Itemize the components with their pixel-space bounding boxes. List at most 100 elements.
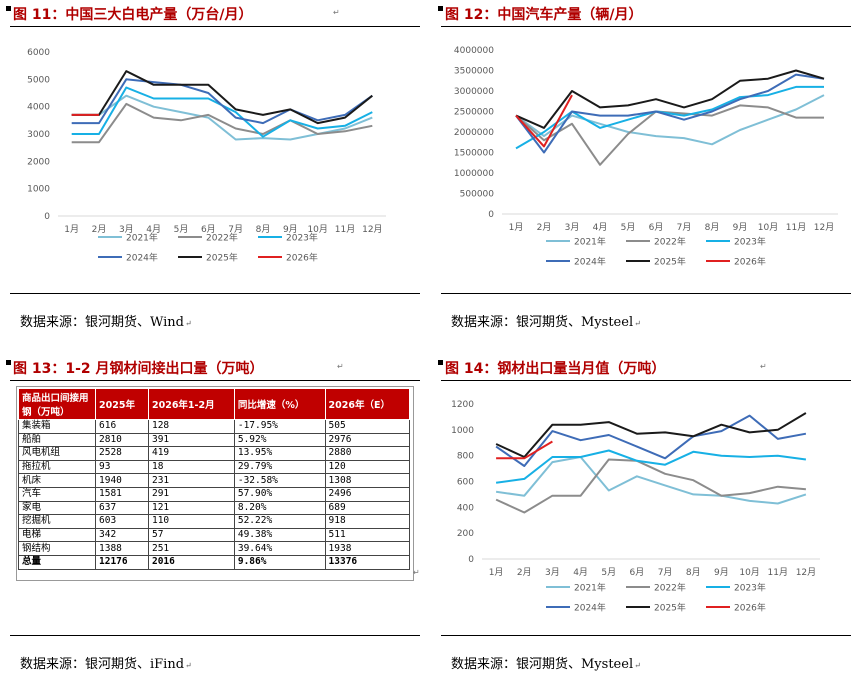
table-cell: 5.92% [233,432,326,448]
header-cell: 同比增速（%） [233,388,326,420]
x-tick-label: 9月 [283,224,298,235]
table-cell: 93 [95,459,149,475]
paragraph-mark-icon: ↵ [337,362,344,371]
table-cell: 电梯 [18,527,96,543]
table-cell: 风电机组 [18,446,96,461]
y-tick-label: 0 [44,212,50,222]
bullet-square-icon [438,360,443,365]
chart12-svg: 4000000 3500000 3000000 2500000 2000000 15000… [454,46,838,268]
table-cell: 13.95% [233,446,326,461]
table-cell: 拖拉机 [18,459,96,475]
x-tick-label: 7月 [658,567,673,578]
x-tick-label: 5月 [174,224,189,235]
series-line-2025年 [515,69,825,129]
title-rule [10,380,420,381]
series-line-2022年 [495,458,806,514]
title-rule [10,26,420,27]
chart11-svg: 6000 5000 4000 3000 2000 1000 0 1月 2月 3月 4月 5月 6月 7月 8… [27,48,386,264]
table-cell: 汽车 [18,486,96,502]
paragraph-mark-icon: ↵ [413,568,420,577]
x-tick-label: 12月 [362,224,382,235]
table-cell: 2880 [324,446,411,461]
table-total-row: 总量 12176 2016 9.86% 13376 [18,554,411,570]
x-tick-label: 5月 [601,567,616,578]
table-row: 风电机组 2528 419 13.95% 2880 [18,446,411,461]
table-row: 集装箱 616 128 -17.95% 505 [18,419,411,434]
x-tick-label: 7月 [228,224,243,235]
legend-label: 2025年 [654,256,686,268]
table-cell: 52.22% [233,514,326,529]
title-rule [441,380,851,381]
table-row: 机床 1940 231 -32.58% 1308 [18,473,411,488]
title-rule [441,26,851,27]
table-cell: 9.86% [233,554,326,570]
y-tick-label: 600 [457,478,474,488]
x-tick-label: 3月 [545,567,560,578]
table-cell: 49.38% [233,527,326,543]
table-cell: 1308 [324,473,411,488]
chart12-title: 图 12：中国汽车产量（辆/月） [438,4,642,24]
series-line-2022年 [71,102,373,144]
x-tick-label: 8月 [256,224,271,235]
header-cell: 2025年 [95,388,149,420]
table-cell: 机床 [18,473,96,488]
header-cell: 商品出口间接用钢（万吨） [18,388,96,420]
x-tick-label: 11月 [768,567,788,578]
x-tick-label: 12月 [796,567,816,578]
series-line-2024年 [515,73,825,154]
table-cell: 2528 [95,446,149,461]
y-tick-label: 1000 [451,426,474,436]
y-tick-label: 5000 [27,75,50,85]
table-cell: 1940 [95,473,149,488]
table-cell: 637 [95,500,149,516]
y-tick-label: 2500000 [454,108,494,118]
y-tick-label: 0 [468,555,474,565]
x-tick-label: 9月 [714,567,729,578]
x-tick-label: 3月 [119,224,134,235]
x-tick-label: 11月 [786,222,806,233]
x-tick-label: 2月 [517,567,532,578]
header-cell: 2026年（E） [324,388,411,420]
x-tick-label: 10月 [307,224,327,235]
y-tick-label: 2000 [27,157,50,167]
series-line-2026年 [515,94,573,148]
legend-label: 2021年 [574,236,606,248]
table-cell: 13376 [324,554,411,570]
table-cell: 29.79% [233,459,326,475]
table-row: 挖掘机 603 110 52.22% 918 [18,514,411,529]
table-cell: 291 [147,486,235,502]
table-row: 汽车 1581 291 57.90% 2496 [18,486,411,502]
chart11-title: 图 11：中国三大白电产量（万台/月） [6,4,252,24]
legend-label: 2026年 [734,256,766,268]
x-tick-label: 9月 [733,222,748,233]
table-cell: 12176 [95,554,149,570]
y-tick-label: 4000000 [454,46,494,56]
table-cell: 110 [147,514,235,529]
x-tick-label: 6月 [630,567,645,578]
bullet-square-icon [6,6,11,11]
x-tick-label: 8月 [686,567,701,578]
table-cell: 1938 [324,541,411,556]
table-cell: 128 [147,419,235,434]
x-tick-label: 12月 [814,222,834,233]
series-line-2025年 [495,412,807,458]
y-tick-label: 800 [457,452,474,462]
legend-label: 2021年 [126,232,158,244]
x-tick-label: 10月 [739,567,759,578]
y-tick-label: 500000 [460,190,495,200]
figure-rule [441,635,851,636]
table-cell: 2496 [324,486,411,502]
y-tick-label: 3000 [27,130,50,140]
legend-label: 2023年 [734,582,766,594]
table-cell: 391 [147,432,235,448]
y-tick-label: 400 [457,503,474,513]
table-row: 家电 637 121 8.20% 689 [18,500,411,516]
table-cell: 918 [324,514,411,529]
chart14-svg: 1200 1000 800 600 400 200 0 1月 2月 3月 4月 5月 6月 7月 8月 9月 1… [451,400,820,614]
table-cell: 8.20% [233,500,326,516]
x-tick-label: 6月 [649,222,664,233]
chart14-source: 数据来源：银河期货、Mysteel↵ [451,657,641,672]
bullet-square-icon [6,360,11,365]
x-tick-label: 8月 [705,222,720,233]
y-tick-label: 3500000 [454,67,494,77]
